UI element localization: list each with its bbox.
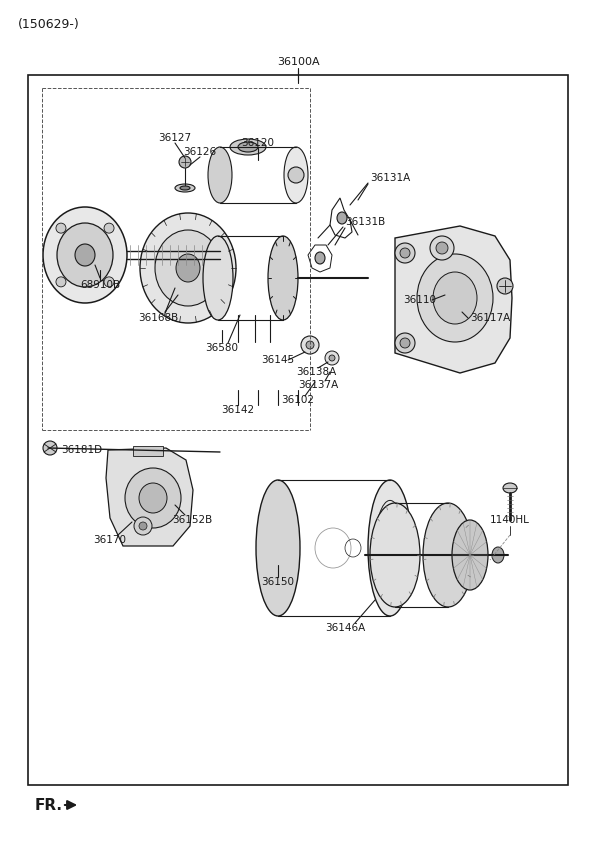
Ellipse shape bbox=[125, 468, 181, 528]
Text: 36131A: 36131A bbox=[370, 173, 410, 183]
Polygon shape bbox=[395, 226, 512, 373]
Ellipse shape bbox=[395, 333, 415, 353]
Ellipse shape bbox=[268, 236, 298, 320]
Ellipse shape bbox=[139, 483, 167, 513]
Text: 36142: 36142 bbox=[221, 405, 255, 415]
Text: 36110: 36110 bbox=[403, 295, 437, 305]
Text: 36100A: 36100A bbox=[277, 57, 320, 67]
Polygon shape bbox=[106, 448, 193, 546]
Ellipse shape bbox=[203, 236, 233, 274]
Text: 36580: 36580 bbox=[205, 343, 239, 353]
Ellipse shape bbox=[284, 147, 308, 203]
Text: 36152B: 36152B bbox=[172, 515, 212, 525]
Ellipse shape bbox=[503, 483, 517, 493]
Ellipse shape bbox=[337, 212, 347, 224]
Bar bbox=[28, 75, 568, 785]
Text: 36102: 36102 bbox=[281, 395, 315, 405]
Ellipse shape bbox=[56, 223, 66, 233]
Ellipse shape bbox=[56, 276, 66, 287]
Text: 36170: 36170 bbox=[93, 535, 127, 545]
Text: 36168B: 36168B bbox=[138, 313, 178, 323]
Ellipse shape bbox=[400, 248, 410, 258]
Text: FR.: FR. bbox=[35, 797, 63, 812]
Ellipse shape bbox=[400, 338, 410, 348]
Ellipse shape bbox=[430, 236, 454, 260]
Ellipse shape bbox=[497, 278, 513, 294]
Ellipse shape bbox=[325, 351, 339, 365]
Ellipse shape bbox=[155, 230, 221, 306]
Ellipse shape bbox=[238, 142, 258, 152]
Ellipse shape bbox=[230, 139, 266, 155]
Text: 36137A: 36137A bbox=[298, 380, 338, 390]
Ellipse shape bbox=[203, 236, 233, 320]
Ellipse shape bbox=[180, 186, 190, 190]
Bar bbox=[133, 446, 163, 456]
Ellipse shape bbox=[139, 522, 147, 530]
Text: 36181D: 36181D bbox=[61, 445, 102, 455]
Ellipse shape bbox=[179, 156, 191, 168]
Ellipse shape bbox=[306, 341, 314, 349]
Text: 36127: 36127 bbox=[158, 133, 192, 143]
Ellipse shape bbox=[43, 441, 57, 455]
Text: 36138A: 36138A bbox=[296, 367, 336, 377]
Ellipse shape bbox=[492, 547, 504, 563]
Ellipse shape bbox=[395, 243, 415, 263]
Ellipse shape bbox=[208, 147, 232, 203]
Ellipse shape bbox=[423, 503, 473, 607]
Ellipse shape bbox=[75, 244, 95, 266]
Ellipse shape bbox=[329, 355, 335, 361]
Ellipse shape bbox=[301, 336, 319, 354]
Ellipse shape bbox=[256, 480, 300, 616]
Ellipse shape bbox=[104, 223, 114, 233]
Ellipse shape bbox=[370, 503, 420, 607]
Text: 36126: 36126 bbox=[183, 147, 217, 157]
Text: (150629-): (150629-) bbox=[18, 18, 80, 31]
Ellipse shape bbox=[175, 184, 195, 192]
Ellipse shape bbox=[134, 517, 152, 535]
Text: 1140HL: 1140HL bbox=[490, 515, 530, 525]
Ellipse shape bbox=[104, 276, 114, 287]
Ellipse shape bbox=[315, 252, 325, 264]
Text: 36145: 36145 bbox=[261, 355, 295, 365]
Ellipse shape bbox=[433, 272, 477, 324]
Ellipse shape bbox=[436, 242, 448, 254]
Text: 36120: 36120 bbox=[242, 138, 274, 148]
Text: 36131B: 36131B bbox=[345, 217, 385, 227]
Text: 36117A: 36117A bbox=[470, 313, 511, 323]
Ellipse shape bbox=[140, 213, 236, 323]
Ellipse shape bbox=[452, 520, 488, 590]
Ellipse shape bbox=[57, 223, 113, 287]
Text: 36146A: 36146A bbox=[325, 623, 365, 633]
Text: 68910B: 68910B bbox=[80, 280, 120, 290]
Ellipse shape bbox=[288, 167, 304, 183]
Ellipse shape bbox=[176, 254, 200, 282]
Text: 36150: 36150 bbox=[261, 577, 295, 587]
Ellipse shape bbox=[368, 480, 412, 616]
Ellipse shape bbox=[417, 254, 493, 342]
Ellipse shape bbox=[43, 207, 127, 303]
